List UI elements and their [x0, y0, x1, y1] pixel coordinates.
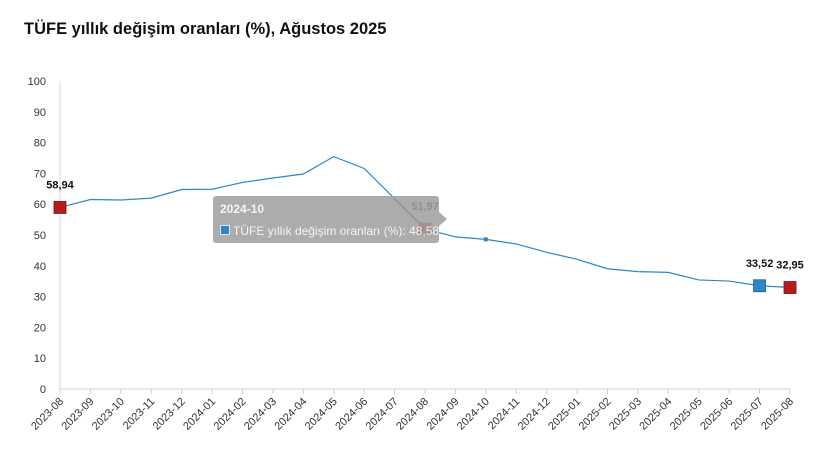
x-tick-label: 2025-02 [577, 396, 614, 433]
x-tick-label: 2023-10 [90, 396, 127, 433]
x-tick-label: 2024-04 [272, 396, 309, 433]
y-axis: 0 10 20 30 40 50 60 70 80 90 100 [28, 76, 61, 396]
y-tick-label: 40 [34, 261, 46, 273]
y-tick-label: 0 [40, 384, 46, 396]
x-tick-label: 2024-09 [425, 396, 462, 433]
y-tick-label: 100 [28, 76, 46, 88]
y-tick-label: 60 [34, 199, 46, 211]
x-tick-label: 2024-01 [181, 396, 218, 433]
x-tick-label: 2024-05 [303, 396, 340, 433]
chart-tooltip: 2024-10 TÜFE yıllık değişim oranları (%)… [213, 196, 447, 243]
tooltip-swatch-icon [220, 225, 230, 235]
data-label: 58,94 [46, 179, 74, 191]
tooltip-value: 48,58 [409, 224, 440, 238]
x-tick-label: 2025-01 [546, 396, 583, 433]
data-label: 32,95 [776, 260, 804, 272]
y-tick-label: 70 [34, 168, 46, 180]
x-tick-label: 2024-08 [394, 396, 431, 433]
x-tick-label: 2024-03 [242, 396, 279, 433]
chart-title: TÜFE yıllık değişim oranları (%), Ağusto… [24, 20, 387, 38]
x-axis: 2023-082023-092023-102023-112023-122024-… [29, 388, 796, 433]
x-tick-label: 2025-03 [607, 396, 644, 433]
y-tick-label: 20 [34, 322, 46, 334]
data-point-marker[interactable] [753, 279, 766, 293]
x-tick-label: 2024-02 [212, 396, 249, 433]
tooltip-title: 2024-10 [220, 202, 265, 216]
x-tick-label: 2025-04 [637, 396, 674, 433]
x-tick-label: 2025-05 [668, 396, 705, 433]
x-tick-label: 2024-12 [516, 396, 553, 433]
y-tick-label: 10 [34, 353, 46, 365]
data-point-marker[interactable] [783, 281, 797, 294]
tooltip-row: TÜFE yıllık değişim oranları (%): 48,58 [220, 224, 439, 238]
x-tick-label: 2025-08 [759, 396, 796, 433]
y-tick-label: 80 [34, 138, 46, 150]
y-tick-label: 50 [34, 230, 46, 242]
x-tick-label: 2024-10 [455, 396, 492, 433]
x-tick-label: 2025-06 [698, 396, 735, 433]
data-point-marker[interactable] [53, 201, 67, 214]
series-line [424, 228, 791, 289]
hover-point-marker[interactable] [483, 237, 488, 242]
x-tick-label: 2024-07 [364, 396, 401, 433]
y-tick-label: 30 [34, 292, 46, 304]
series-line [59, 155, 396, 209]
x-tick-label: 2024-06 [333, 396, 370, 433]
tooltip-series-label: TÜFE yıllık değişim oranları (%) [233, 224, 403, 238]
x-tick-label: 2023-12 [151, 396, 188, 433]
y-tick-label: 90 [34, 107, 46, 119]
x-tick-label: 2023-08 [29, 396, 66, 433]
x-tick-label: 2023-09 [60, 396, 97, 433]
x-tick-label: 2025-07 [729, 396, 766, 433]
data-label: 33,52 [746, 258, 774, 270]
